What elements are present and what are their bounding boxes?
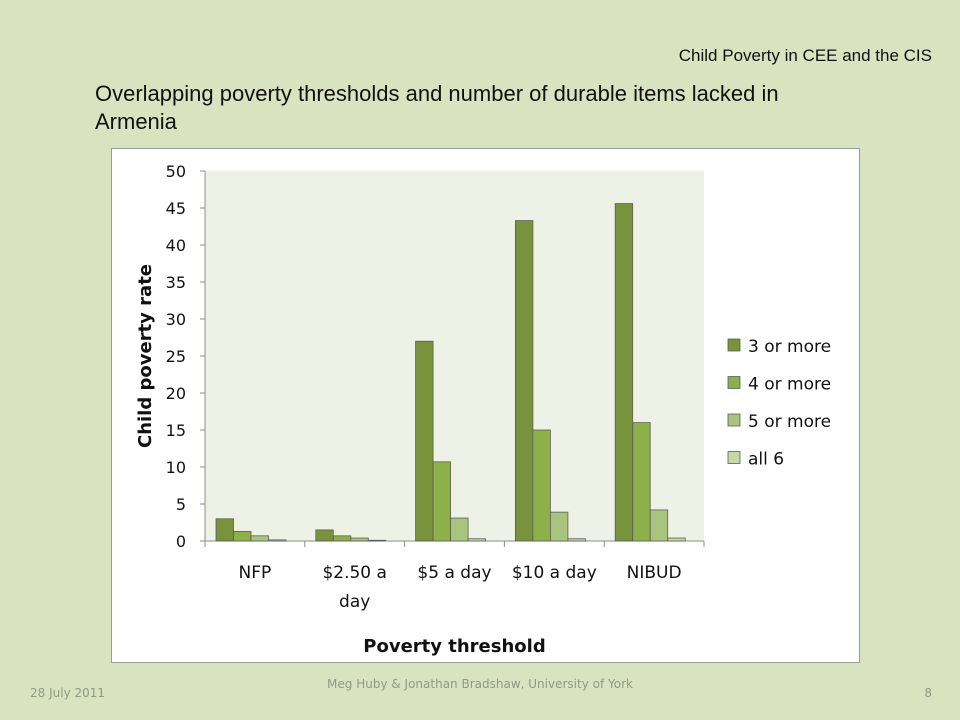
bar-4-or-more-2 xyxy=(432,461,452,542)
y-tick-label: 30 xyxy=(166,310,186,329)
bar-all-6-2 xyxy=(467,538,487,542)
bar-3-or-more-2 xyxy=(415,340,434,542)
bar-5-or-more-4 xyxy=(649,509,669,542)
footer: 28 July 2011 Meg Huby & Jonathan Bradsha… xyxy=(0,664,960,720)
x-tick-label: NFP xyxy=(239,563,272,583)
page-number: 8 xyxy=(924,686,932,700)
bar-all-6-1 xyxy=(367,539,387,542)
bar-3-or-more-1 xyxy=(315,529,334,542)
bar-3-or-more-3 xyxy=(514,220,534,542)
bar-3-or-more-4 xyxy=(614,203,634,542)
legend-label-0: 3 or more xyxy=(748,337,831,357)
footer-date: 28 July 2011 xyxy=(30,686,106,700)
x-tick-label: $2.50 a day xyxy=(322,563,387,612)
legend-label-1: 4 or more xyxy=(748,375,831,395)
legend-swatch-1 xyxy=(727,376,741,389)
legend-label-3: all 6 xyxy=(748,450,784,470)
bar-all-6-3 xyxy=(567,538,586,542)
chart-frame: 0 5 10 15 20 25 30 35 40 45 50 NFP $2.50 a day $5 a da… xyxy=(111,148,860,663)
bar-4-or-more-0 xyxy=(233,530,252,542)
bar-4-or-more-4 xyxy=(632,422,651,542)
y-tick-label: 45 xyxy=(166,199,186,218)
x-axis-title: Poverty threshold xyxy=(363,636,545,657)
legend-swatch-2 xyxy=(727,413,741,427)
slide-title: Overlapping poverty thresholds and numbe… xyxy=(95,81,779,134)
x-tick-label: $10 a day xyxy=(512,563,597,583)
bar-5-or-more-3 xyxy=(549,511,569,542)
header-right-title: Child Poverty in CEE and the CIS xyxy=(678,46,932,65)
y-axis-title: Child poverty rate xyxy=(135,264,156,448)
y-tick-label: 15 xyxy=(166,421,186,440)
footer-credit: Meg Huby & Jonathan Bradshaw, University… xyxy=(327,677,633,691)
x-tick-label: $5 a day xyxy=(417,563,491,583)
y-tick-label: 50 xyxy=(166,162,186,181)
bar-5-or-more-1 xyxy=(350,537,369,542)
legend-label-2: 5 or more xyxy=(748,412,831,432)
y-tick-label: 25 xyxy=(166,347,186,366)
bar-4-or-more-3 xyxy=(532,429,551,542)
y-tick-label: 20 xyxy=(166,384,186,403)
y-tick-label: 10 xyxy=(166,458,186,477)
bar-all-6-4 xyxy=(667,537,686,542)
bar-chart: 0 5 10 15 20 25 30 35 40 45 50 NFP $2.50 a day $5 a da… xyxy=(135,162,831,657)
y-tick-label: 5 xyxy=(176,495,186,514)
bar-3-or-more-0 xyxy=(215,518,234,542)
legend-swatch-3 xyxy=(727,451,741,464)
bar-all-6-0 xyxy=(268,539,287,542)
y-tick-label: 35 xyxy=(166,273,186,292)
x-tick-label: NIBUD xyxy=(627,563,682,583)
legend-swatch-0 xyxy=(727,338,741,352)
bar-5-or-more-2 xyxy=(450,517,469,542)
bar-5-or-more-0 xyxy=(250,535,269,542)
bar-4-or-more-1 xyxy=(332,535,352,542)
y-tick-label: 40 xyxy=(166,236,186,255)
y-tick-label: 0 xyxy=(176,532,186,551)
